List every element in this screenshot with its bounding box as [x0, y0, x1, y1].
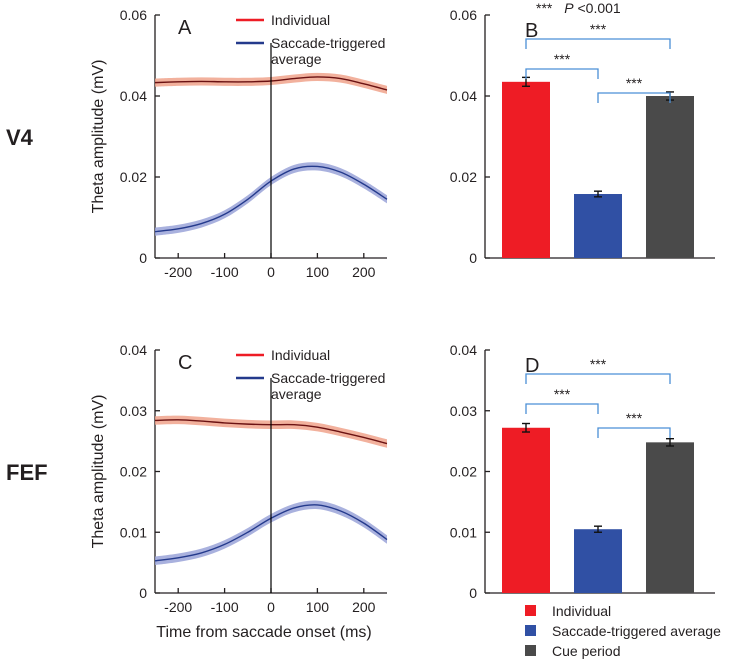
panel-a-legend-sta-label-line1: Saccade-triggered: [271, 35, 385, 51]
panel-a-line-chart: 0 0.02 0.04 0.06 -200 -100 0 100 200 A Individual S…: [90, 7, 388, 280]
panel-b-y-tick-label: 0: [469, 250, 477, 266]
panel-c-panel-letter: C: [178, 352, 192, 374]
significance-stars: ***: [536, 0, 553, 16]
panel-a-panel-letter: A: [178, 17, 192, 39]
bar-legend-swatch-individual: [525, 605, 536, 616]
row-label-v4: V4: [6, 125, 34, 150]
panel-d-bar-cue-period: [646, 442, 694, 593]
panel-c-line-chart: 0 0.01 0.02 0.03 0.04 -200 -100 0 100 200 C Individ…: [90, 342, 388, 615]
panel-b-significance-stars: ***: [626, 75, 643, 91]
panel-c-y-axis-label: Theta amplitude (mV): [90, 395, 107, 549]
panel-a-y-axis-label: Theta amplitude (mV): [90, 60, 107, 214]
panel-c-x-tick-label: 200: [352, 599, 376, 615]
bar-legend-label-individual: Individual: [552, 603, 611, 619]
panel-a-y-tick-label: 0.02: [120, 169, 147, 185]
panel-a-legend-sta-label-line2: average: [271, 51, 322, 67]
panel-a-x-tick-label: -200: [164, 264, 192, 280]
panel-a-y-tick-label: 0.06: [120, 7, 147, 23]
panel-a-y-tick-label: 0: [139, 250, 147, 266]
panel-d-significance-bracket: [597, 427, 671, 438]
panel-d-significance-bracket: [525, 373, 671, 384]
significance-p-value: <0.001: [577, 0, 620, 16]
row-label-fef: FEF: [6, 460, 48, 485]
panel-a-x-tick-label: 0: [267, 264, 275, 280]
panel-b-significance-bracket: [525, 38, 671, 49]
panel-c-x-tick-label: -100: [211, 599, 239, 615]
shared-x-axis-label: Time from saccade onset (ms): [156, 624, 371, 641]
panel-a-y-tick-label: 0.04: [120, 88, 147, 104]
panel-a-saccade-triggered-average-sem-band: [155, 162, 387, 236]
panel-c-legend-sta-label-line2: average: [271, 386, 322, 402]
panel-b-significance-bracket: [525, 68, 599, 79]
panel-d-significance-stars: ***: [626, 410, 643, 426]
panel-d-y-tick-label: 0.02: [450, 464, 477, 480]
bar-legend-swatch-cue-period: [525, 645, 536, 656]
panel-c-y-tick-label: 0.02: [120, 464, 147, 480]
panel-b-bar-chart: 0 0.02 0.04 0.06 *** *** *** B: [450, 7, 715, 266]
panel-d-panel-letter: D: [525, 355, 539, 377]
panel-c-y-tick-label: 0.03: [120, 403, 147, 419]
panel-b-panel-letter: B: [525, 20, 538, 42]
panel-b-bar-saccade-triggered-average: [574, 194, 622, 258]
panel-b-y-tick-label: 0.02: [450, 169, 477, 185]
panel-c-legend-individual-label: Individual: [271, 347, 330, 363]
bar-legend: Individual Saccade-triggered average Cue p…: [525, 603, 721, 659]
panel-d-bar-individual: [502, 427, 550, 593]
panel-c-x-tick-label: 0: [267, 599, 275, 615]
panel-d-bar-saccade-triggered-average: [574, 529, 622, 593]
panel-b-y-tick-label: 0.04: [450, 88, 477, 104]
panel-c-legend-sta-label-line1: Saccade-triggered: [271, 370, 385, 386]
bar-legend-swatch-saccade-triggered-average: [525, 625, 536, 636]
panel-c-y-tick-label: 0: [139, 585, 147, 601]
panel-d-significance-stars: ***: [590, 356, 607, 372]
panel-d-significance-bracket: [525, 403, 599, 414]
panel-a-x-tick-label: 200: [352, 264, 376, 280]
panel-d-y-tick-label: 0: [469, 585, 477, 601]
panel-c-x-tick-label: -200: [164, 599, 192, 615]
panel-c-y-tick-label: 0.01: [120, 524, 147, 540]
panel-a-x-tick-label: -100: [211, 264, 239, 280]
significance-note: *** P <0.001: [536, 0, 621, 16]
panel-d-y-tick-label: 0.04: [450, 342, 477, 358]
panel-a-x-tick-label: 100: [306, 264, 330, 280]
panel-d-significance-stars: ***: [554, 386, 571, 402]
panel-c-y-tick-label: 0.04: [120, 342, 147, 358]
panel-c-individual-sem-band: [155, 415, 387, 448]
panel-b-significance-stars: ***: [590, 21, 607, 37]
panel-b-significance-stars: ***: [554, 51, 571, 67]
panel-b-significance-bracket: [597, 92, 671, 103]
panel-d-y-tick-label: 0.03: [450, 403, 477, 419]
bar-legend-label-saccade-triggered-average: Saccade-triggered average: [552, 623, 721, 639]
panel-b-y-tick-label: 0.06: [450, 7, 477, 23]
panel-b-bar-cue-period: [646, 96, 694, 258]
significance-p-symbol: P: [564, 0, 574, 16]
panel-d-bar-chart: 0 0.01 0.02 0.03 0.04 *** *** *** D: [450, 342, 715, 601]
panel-a-legend-individual-label: Individual: [271, 12, 330, 28]
panel-b-bar-individual: [502, 81, 550, 258]
bar-legend-label-cue-period: Cue period: [552, 643, 621, 659]
panel-d-y-tick-label: 0.01: [450, 524, 477, 540]
panel-c-x-tick-label: 100: [306, 599, 330, 615]
